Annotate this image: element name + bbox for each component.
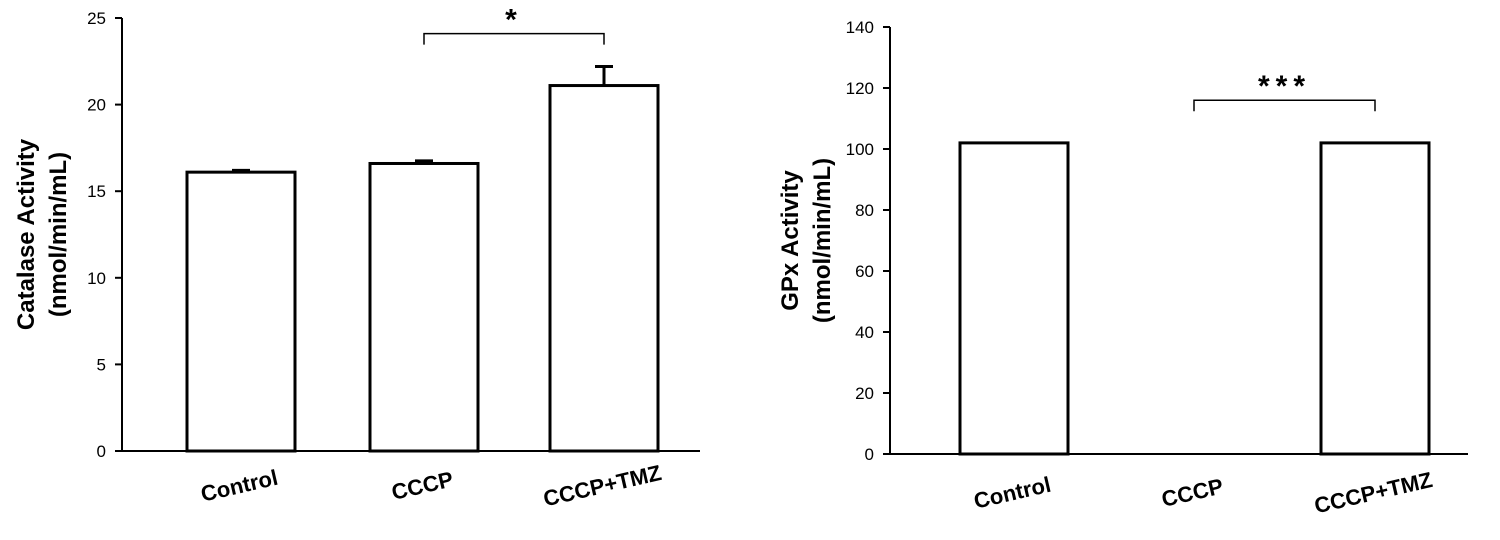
y-tick-label: 5 bbox=[97, 355, 106, 374]
y-tick-label: 80 bbox=[855, 201, 874, 220]
category-label: CCCP bbox=[389, 467, 455, 505]
y-tick-label: 100 bbox=[846, 140, 874, 159]
bar bbox=[1319, 141, 1431, 456]
y-tick-label: 20 bbox=[855, 384, 874, 403]
bar bbox=[958, 141, 1070, 456]
category-label: CCCP+TMZ bbox=[1312, 467, 1435, 518]
y-axis-unit-label: (nmol/min/mL) bbox=[809, 158, 836, 323]
y-axis-label: Catalase Activity bbox=[13, 138, 40, 330]
significance-bracket bbox=[1193, 99, 1376, 112]
y-tick-label: 0 bbox=[865, 445, 874, 464]
significance-label: * bbox=[505, 4, 523, 37]
y-tick-label: 60 bbox=[855, 262, 874, 281]
y-axis-label: GPx Activity bbox=[777, 170, 804, 311]
gpx-chart: 0 20 40 60 80 100 120 140 Control CCCP CCCP+TMZ ***… bbox=[777, 18, 1468, 518]
y-tick-label: 0 bbox=[97, 442, 106, 461]
bar bbox=[368, 161, 480, 453]
y-tick-label: 120 bbox=[846, 79, 874, 98]
category-label: Control bbox=[198, 465, 280, 507]
y-tick-label: 140 bbox=[846, 18, 874, 37]
y-tick-label: 25 bbox=[87, 9, 106, 28]
category-label: CCCP bbox=[1159, 474, 1225, 512]
category-label: Control bbox=[971, 472, 1053, 514]
bar bbox=[548, 84, 660, 453]
y-tick-label: 40 bbox=[855, 323, 874, 342]
y-tick-label: 15 bbox=[87, 182, 106, 201]
significance-label: *** bbox=[1258, 70, 1311, 103]
y-tick-label: 20 bbox=[87, 96, 106, 115]
category-label: CCCP+TMZ bbox=[541, 460, 664, 511]
y-axis-unit-label: (nmol/min/mL) bbox=[45, 152, 72, 317]
bar bbox=[185, 170, 297, 453]
catalase-chart: 0 5 10 15 20 25 Control CCCP CCCP+TMZ * Catalase A… bbox=[13, 4, 700, 511]
significance-bracket bbox=[423, 32, 605, 45]
y-tick-label: 10 bbox=[87, 269, 106, 288]
